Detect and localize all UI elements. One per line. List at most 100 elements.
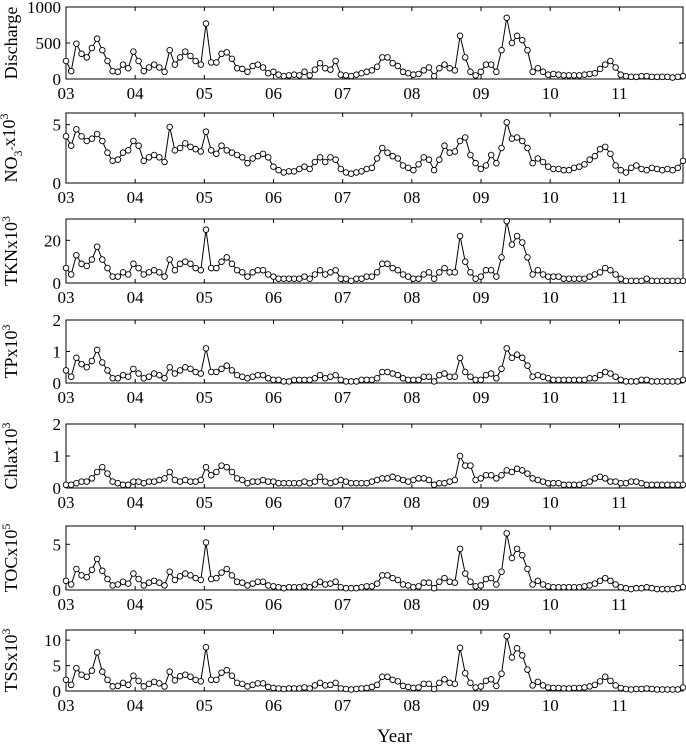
data-point [88, 566, 96, 574]
data-point [519, 354, 526, 362]
data-point [363, 68, 370, 76]
data-point [213, 468, 220, 476]
x-tick-label: 07 [334, 696, 352, 715]
data-point [321, 64, 329, 72]
data-point [124, 580, 132, 587]
data-point [436, 679, 443, 687]
data-point [109, 683, 116, 690]
data-point [156, 579, 163, 586]
data-point [99, 668, 106, 675]
data-point [337, 165, 345, 173]
data-point [638, 165, 645, 173]
x-tick-label: 04 [127, 288, 145, 307]
data-point [581, 161, 588, 168]
data-point [544, 71, 552, 78]
data-point [576, 584, 583, 591]
data-point [62, 57, 70, 65]
data-point [596, 269, 604, 276]
data-point [451, 148, 459, 155]
data-point [176, 367, 184, 374]
data-point [368, 164, 376, 172]
data-point [430, 685, 438, 693]
data-point [223, 254, 230, 261]
data-point [461, 54, 469, 61]
data-point [290, 71, 298, 78]
data-point [508, 468, 516, 476]
data-point [436, 156, 443, 163]
data-point [513, 545, 521, 553]
data-point [679, 277, 686, 285]
data-point [451, 67, 459, 74]
panel-discharge: 03 04 05 06 07 08 09 10 11 0 500 1000 Discharge [1, 0, 686, 103]
data-point [508, 39, 516, 47]
y-tick-label: 0 [53, 274, 62, 293]
data-point [202, 644, 210, 651]
data-point [296, 685, 303, 692]
data-point [467, 269, 474, 276]
data-point [202, 463, 210, 471]
data-point [461, 669, 469, 677]
x-tick-label: 04 [127, 696, 145, 715]
data-point [519, 137, 526, 145]
data-point [223, 362, 230, 369]
data-point [332, 578, 339, 586]
data-point [88, 667, 96, 674]
data-point [73, 40, 80, 47]
data-point [399, 68, 407, 76]
data-point [228, 260, 236, 268]
y-tick-label: 1 [53, 447, 62, 466]
data-point [576, 72, 583, 79]
data-point [124, 681, 132, 689]
data-point [441, 370, 448, 377]
data-point [264, 154, 272, 161]
x-tick-label: 08 [403, 696, 420, 715]
data-point [342, 169, 350, 176]
data-point [430, 72, 438, 80]
data-point [394, 266, 402, 274]
data-point [394, 155, 402, 162]
x-tick-label: 08 [403, 493, 420, 512]
x-tick-label: 07 [334, 288, 352, 307]
x-tick-label: 07 [334, 493, 352, 512]
data-point [425, 156, 433, 163]
data-point [353, 169, 360, 176]
data-point [513, 232, 521, 240]
data-point [259, 150, 267, 158]
data-point [104, 149, 111, 156]
data-point [166, 46, 173, 54]
data-point [622, 685, 630, 693]
data-point [114, 581, 122, 588]
data-point [659, 166, 666, 174]
data-point [83, 673, 90, 681]
data-point [472, 72, 479, 79]
x-tick-label: 05 [196, 696, 213, 715]
y-tick-label: 0 [53, 479, 62, 498]
data-point [415, 161, 422, 168]
data-point [607, 370, 614, 377]
data-point [508, 135, 516, 142]
data-point [638, 584, 645, 592]
data-point [576, 163, 583, 170]
data-point [233, 578, 241, 586]
data-point [213, 368, 220, 376]
data-point [607, 150, 614, 158]
data-point [679, 481, 686, 489]
data-point [187, 143, 194, 151]
data-point [534, 577, 542, 585]
data-point [202, 128, 210, 135]
data-point [379, 144, 386, 152]
x-tick-label: 09 [473, 493, 490, 512]
data-point [316, 154, 324, 161]
x-tick-label: 04 [127, 595, 145, 614]
data-point [290, 168, 298, 175]
x-tick-label: 11 [611, 188, 627, 207]
data-point [503, 632, 510, 640]
data-point [622, 169, 630, 176]
data-point [275, 685, 282, 692]
data-point [316, 473, 324, 481]
data-point [596, 577, 604, 585]
x-tick-label: 10 [542, 696, 559, 715]
data-point [296, 165, 303, 173]
